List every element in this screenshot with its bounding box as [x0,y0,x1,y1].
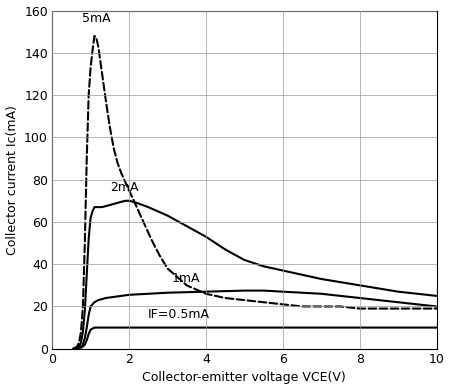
Text: IF=0.5mA: IF=0.5mA [148,308,210,321]
Text: 1mA: 1mA [171,272,200,285]
X-axis label: Collector-emitter voltage VCE(V): Collector-emitter voltage VCE(V) [143,371,346,385]
Y-axis label: Collector current Ic(mA): Collector current Ic(mA) [5,105,18,255]
Text: 5mA: 5mA [82,12,111,25]
Text: 2mA: 2mA [110,181,138,195]
